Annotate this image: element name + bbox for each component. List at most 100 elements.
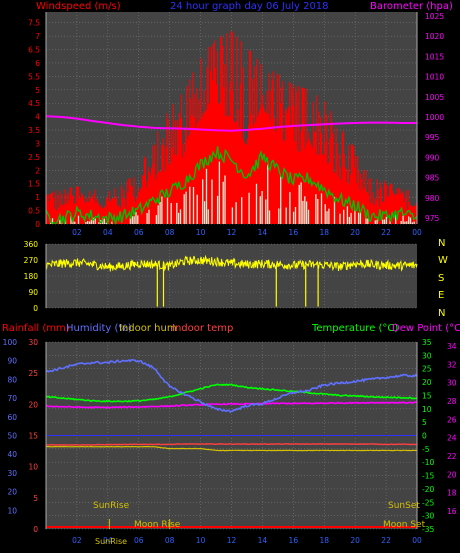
dewpoint-tick-label: 32 — [447, 360, 457, 369]
sunrise-axis-label: SunRise — [95, 537, 127, 546]
rain-title: Rainfall (mm) — [2, 323, 70, 334]
baro-tick-label: 1015 — [425, 52, 444, 61]
temperature-tick-label: -5 — [422, 445, 430, 454]
wind-tick-label: 1.5 — [28, 180, 40, 189]
wind-x-label: 22 — [381, 228, 391, 237]
climate-x-label: 14 — [258, 536, 268, 545]
humidity-tick-label: 70 — [7, 394, 17, 403]
baro-tick-label: 975 — [425, 214, 440, 223]
wind-x-label: 20 — [350, 228, 360, 237]
humidity-tick-label: 100 — [3, 338, 18, 347]
moonset-label: Moon Set — [383, 520, 426, 530]
temperature-tick-label: -30 — [422, 512, 434, 521]
dewpoint-tick-label: 20 — [447, 470, 457, 479]
wind-x-label: 02 — [72, 228, 82, 237]
windspeed-title: Windspeed (m/s) — [36, 1, 121, 12]
baro-tick-label: 990 — [425, 153, 440, 162]
wind-x-label: 06 — [134, 228, 144, 237]
wind-speed-area — [46, 102, 417, 224]
compass-label: E — [438, 290, 444, 301]
sunset-label: SunSet — [388, 501, 420, 511]
dew-point-line — [45, 401, 418, 409]
climate-x-label: 02 — [72, 536, 82, 545]
temperature-tick-label: 25 — [422, 365, 432, 374]
dewpoint-tick-label: 34 — [447, 342, 457, 351]
rain-tick-label: 0 — [33, 525, 38, 534]
climate-x-label: 04 — [103, 536, 113, 545]
rain-tick-label: 5 — [33, 494, 38, 503]
wind-x-label: 04 — [103, 228, 113, 237]
dir-tick-label: 180 — [24, 272, 39, 281]
rain-tick-label: 30 — [28, 338, 38, 347]
dewpoint-tick-label: 30 — [447, 379, 457, 388]
average-wind-line — [45, 146, 418, 225]
barometer-line — [45, 115, 417, 132]
wind-tick-label: 3 — [35, 139, 40, 148]
wind-tick-label: 4 — [35, 113, 40, 122]
dewpoint-tick-label: 28 — [447, 397, 457, 406]
dir-tick-label: 360 — [24, 240, 39, 249]
wind-tick-label: 6.5 — [28, 46, 40, 55]
dewpoint-tick-label: 22 — [447, 452, 457, 461]
wind-tick-label: 6 — [35, 59, 40, 68]
compass-label: S — [438, 273, 444, 284]
moonrise-label: Moon Rise — [134, 520, 181, 530]
wind-x-label: 12 — [227, 228, 237, 237]
wind-x-label: 16 — [289, 228, 299, 237]
dewpoint-title: Dew Point (°C) — [392, 323, 460, 334]
dir-tick-label: 0 — [33, 304, 38, 313]
temperature-tick-label: 20 — [422, 378, 432, 387]
wind-tick-label: 1 — [35, 193, 40, 202]
wind-direction-line — [45, 254, 418, 272]
dewpoint-tick-label: 24 — [447, 434, 457, 443]
indoor-hum-title: Indoor hum — [119, 323, 177, 334]
humidity-tick-label: 10 — [7, 506, 17, 515]
dewpoint-tick-label: 16 — [447, 507, 457, 516]
rain-tick-label: 25 — [28, 369, 38, 378]
baro-tick-label: 985 — [425, 174, 440, 183]
wind-tick-label: 4.5 — [28, 99, 40, 108]
baro-tick-label: 1020 — [425, 32, 444, 41]
wind-tick-label: 0.5 — [28, 207, 40, 216]
dir-tick-label: 270 — [24, 256, 39, 265]
wind-tick-label: 0 — [35, 220, 40, 229]
climate-x-label: 16 — [289, 536, 299, 545]
dir-tick-label: 90 — [28, 288, 38, 297]
temperature-tick-label: 30 — [422, 351, 432, 360]
humidity-tick-label: 60 — [7, 413, 17, 422]
temperature-tick-label: 5 — [422, 418, 427, 427]
humidity-tick-label: 40 — [7, 450, 17, 459]
indoor-temp-line — [45, 443, 418, 446]
sunrise-label: SunRise — [93, 501, 130, 511]
temperature-tick-label: 10 — [422, 405, 432, 414]
humidity-tick-label: 30 — [7, 469, 17, 478]
wind-tick-label: 2 — [35, 166, 40, 175]
humidity-line — [45, 358, 418, 414]
dewpoint-tick-label: 26 — [447, 415, 457, 424]
dewpoint-tick-label: 18 — [447, 489, 457, 498]
rain-tick-label: 15 — [28, 432, 38, 441]
wind-tick-label: 7 — [35, 32, 40, 41]
temperature-line — [45, 383, 418, 403]
humidity-tick-label: 20 — [7, 488, 17, 497]
compass-label: N — [438, 308, 445, 319]
temperature-tick-label: 35 — [422, 338, 432, 347]
humidity-title: Humidity (%) — [66, 323, 132, 334]
indoor-humidity-line — [46, 445, 418, 452]
wind-x-label: 10 — [196, 228, 206, 237]
temperature-tick-label: 0 — [422, 432, 427, 441]
baro-tick-label: 1000 — [425, 113, 444, 122]
compass-label: N — [438, 238, 445, 249]
climate-x-label: 20 — [350, 536, 360, 545]
humidity-tick-label: 50 — [7, 432, 17, 441]
climate-x-label: 00 — [412, 536, 422, 545]
climate-x-label: 12 — [227, 536, 237, 545]
climate-x-label: 08 — [165, 536, 175, 545]
date-title: 24 hour graph day 06 July 2018 — [170, 1, 329, 12]
baro-tick-label: 1010 — [425, 73, 444, 82]
humidity-tick-label: 80 — [7, 375, 17, 384]
climate-x-label: 06 — [134, 536, 144, 545]
temperature-tick-label: -15 — [422, 472, 434, 481]
wind-tick-label: 7.5 — [28, 19, 40, 28]
